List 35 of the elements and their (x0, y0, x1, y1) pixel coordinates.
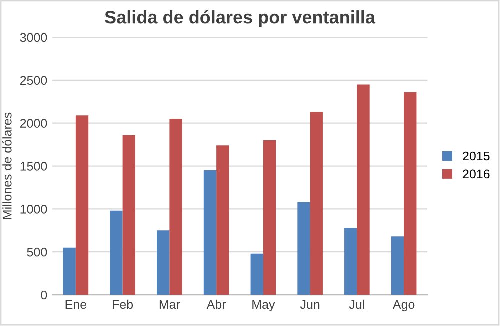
x-tick-label: Feb (113, 300, 134, 310)
y-tick-label: 2500 (20, 76, 48, 86)
bar (76, 116, 89, 296)
y-tick-label: 3000 (20, 33, 48, 42)
legend-label: 2016 (463, 170, 490, 179)
x-tick-label: Ene (66, 300, 87, 310)
y-axis-title: Millones de dólares (2, 112, 12, 220)
bar (391, 236, 404, 296)
bar (263, 140, 276, 296)
bar (157, 230, 170, 296)
legend-label: 2015 (463, 152, 490, 161)
bar (216, 146, 230, 296)
x-tick-label: Ago (392, 300, 415, 312)
y-tick-label: 1000 (20, 204, 48, 214)
bar (170, 119, 182, 296)
bar (122, 135, 136, 296)
x-tick-label: Mar (160, 300, 180, 310)
bar (310, 112, 323, 296)
x-tick-label: Jun (300, 300, 320, 310)
bar (250, 254, 264, 296)
x-tick-label: Abr (206, 300, 226, 310)
bar (204, 170, 217, 296)
bar (404, 92, 417, 296)
y-tick-label: 1500 (20, 162, 48, 171)
x-tick-label: May (252, 300, 276, 312)
y-tick-label: 0 (41, 290, 48, 300)
bar (63, 248, 76, 296)
bar (344, 228, 358, 296)
bar (357, 84, 370, 296)
bar (110, 210, 123, 296)
chart-title: Salida de dólares por ventanilla (105, 10, 376, 28)
bar (298, 202, 310, 296)
x-tick-label: Jul (349, 300, 364, 310)
y-tick-label: 500 (27, 248, 48, 257)
y-tick-label: 2000 (20, 119, 48, 128)
